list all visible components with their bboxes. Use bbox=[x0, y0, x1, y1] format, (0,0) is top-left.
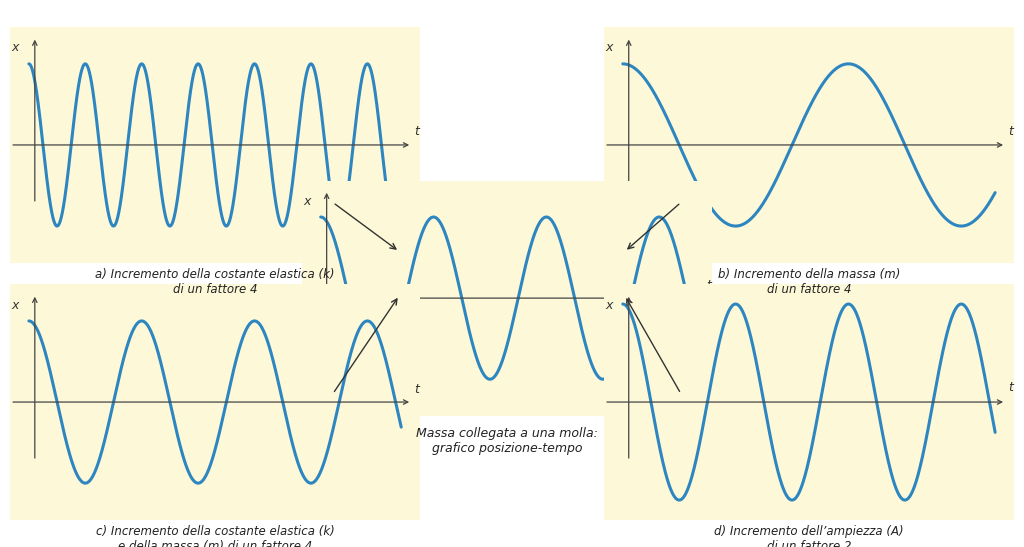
Text: b) Incremento della massa (m)
di un fattore 4: b) Incremento della massa (m) di un fatt… bbox=[718, 268, 900, 296]
Text: t: t bbox=[706, 278, 711, 292]
Text: x: x bbox=[605, 299, 612, 312]
Text: d) Incremento dell’ampiezza (A)
di un fattore 2: d) Incremento dell’ampiezza (A) di un fa… bbox=[714, 525, 904, 547]
Text: t: t bbox=[414, 382, 419, 395]
Text: x: x bbox=[11, 42, 18, 55]
Text: x: x bbox=[303, 195, 310, 208]
Text: t: t bbox=[1008, 381, 1013, 394]
Text: c) Incremento della costante elastica (k)
e della massa (m) di un fattore 4: c) Incremento della costante elastica (k… bbox=[95, 525, 335, 547]
Text: t: t bbox=[1008, 125, 1013, 138]
Text: t: t bbox=[414, 125, 419, 138]
Text: x: x bbox=[11, 299, 18, 312]
Text: x: x bbox=[605, 42, 612, 55]
Text: a) Incremento della costante elastica (k)
di un fattore 4: a) Incremento della costante elastica (k… bbox=[95, 268, 335, 296]
Text: Massa collegata a una molla:
grafico posizione-tempo: Massa collegata a una molla: grafico pos… bbox=[416, 427, 598, 455]
